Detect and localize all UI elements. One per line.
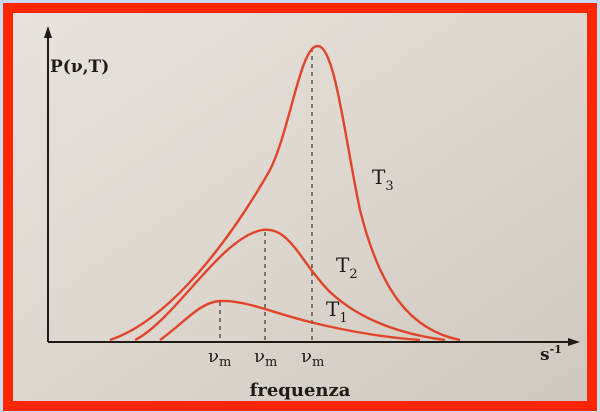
x-arrow — [568, 338, 580, 346]
x-unit: s-1 — [540, 343, 562, 365]
peak-symbol: ν — [254, 346, 265, 367]
curve-symbol: T — [326, 297, 340, 321]
curve-label: T1 — [326, 297, 348, 326]
peak-sub: m — [265, 355, 277, 370]
curve-t1 — [159, 299, 421, 342]
axes — [44, 26, 580, 346]
curve-sub: 2 — [349, 267, 357, 282]
peak-lines — [219, 48, 313, 342]
peak-label: νm — [301, 346, 324, 370]
curve-label: T2 — [336, 253, 358, 282]
x-unit-base: s — [540, 345, 550, 365]
curve-sub: 1 — [339, 311, 347, 326]
peak-symbol: ν — [208, 346, 219, 367]
peak-sub: m — [219, 355, 231, 370]
peak-label: νm — [254, 346, 277, 370]
x-axis-label: frequenza — [250, 380, 351, 401]
peak-symbol: ν — [301, 346, 312, 367]
peak-label: νm — [208, 346, 231, 370]
curve-symbol: T — [372, 165, 386, 189]
peak-sub: m — [312, 355, 324, 370]
curve-symbol: T — [336, 253, 350, 277]
x-unit-sup: -1 — [550, 343, 562, 356]
y-arrow — [44, 26, 52, 38]
curve-sub: 3 — [385, 179, 393, 194]
y-axis-label: P(ν,T) — [50, 57, 109, 77]
curve-t3 — [109, 44, 461, 342]
frame — [3, 3, 597, 411]
curve-t2 — [134, 228, 446, 342]
curve-label: T3 — [372, 165, 394, 194]
